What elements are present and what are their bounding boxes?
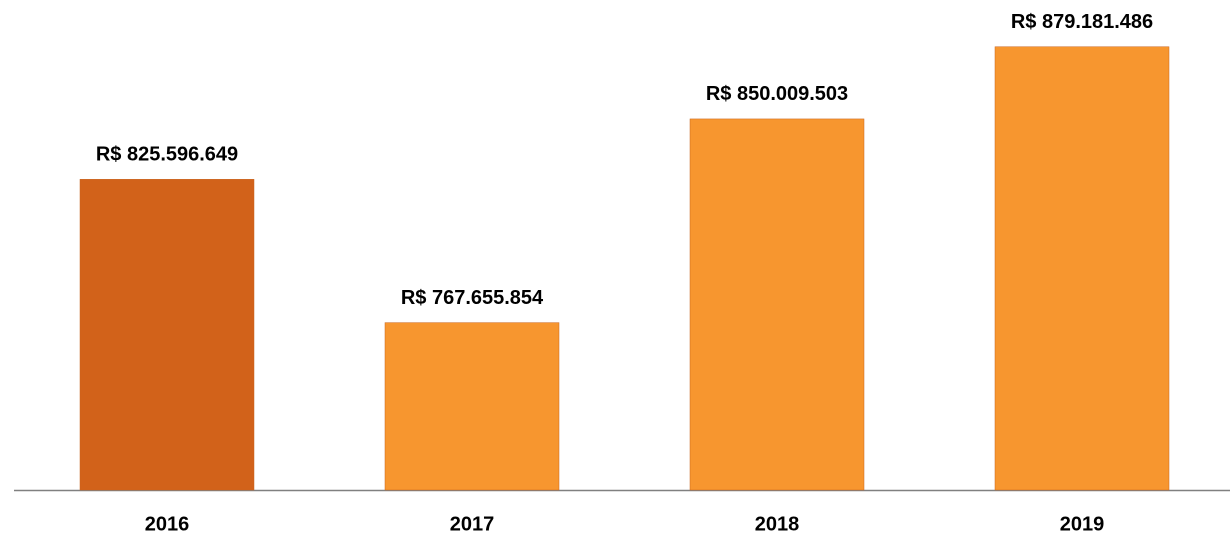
- value-label: R$ 767.655.854: [401, 287, 544, 309]
- x-tick-label: 2016: [145, 513, 190, 535]
- x-tick-label: 2019: [1060, 513, 1105, 535]
- x-tick-label: 2018: [755, 513, 800, 535]
- bar: [994, 46, 1170, 491]
- value-label: R$ 825.596.649: [96, 144, 238, 166]
- bar: [384, 322, 560, 491]
- x-tick-label: 2017: [450, 513, 495, 535]
- value-label: R$ 850.009.503: [706, 83, 848, 105]
- value-label: R$ 879.181.486: [1011, 11, 1153, 33]
- bar: [689, 118, 865, 491]
- bar: [79, 179, 255, 491]
